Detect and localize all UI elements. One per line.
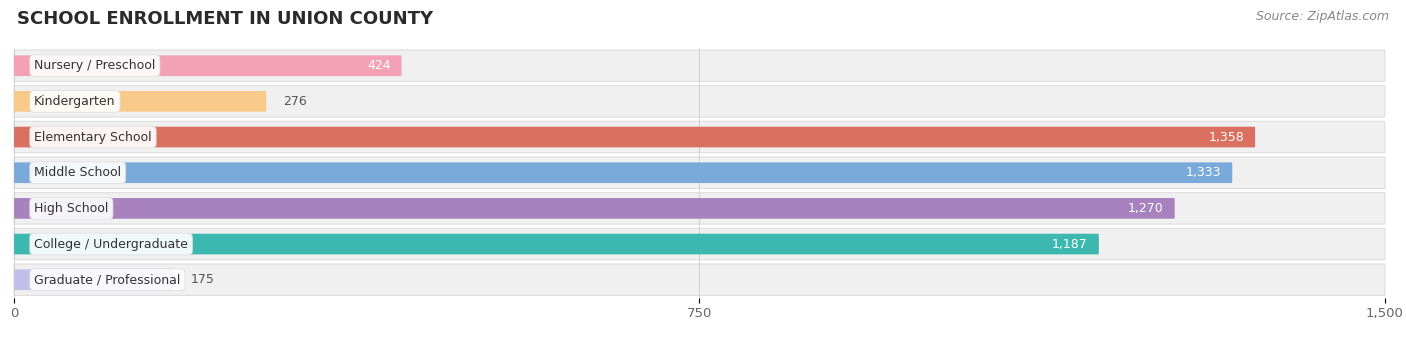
Text: Nursery / Preschool: Nursery / Preschool xyxy=(34,59,156,72)
FancyBboxPatch shape xyxy=(14,157,1385,188)
FancyBboxPatch shape xyxy=(14,127,1256,147)
FancyBboxPatch shape xyxy=(14,55,402,76)
Text: High School: High School xyxy=(34,202,108,215)
FancyBboxPatch shape xyxy=(14,50,1385,81)
Text: Source: ZipAtlas.com: Source: ZipAtlas.com xyxy=(1256,10,1389,23)
Text: 1,187: 1,187 xyxy=(1052,238,1088,251)
Text: Kindergarten: Kindergarten xyxy=(34,95,115,108)
Text: 1,270: 1,270 xyxy=(1128,202,1164,215)
Text: Elementary School: Elementary School xyxy=(34,131,152,144)
Text: 1,358: 1,358 xyxy=(1208,131,1244,144)
FancyBboxPatch shape xyxy=(14,234,1099,254)
FancyBboxPatch shape xyxy=(14,264,1385,295)
FancyBboxPatch shape xyxy=(14,198,1175,219)
Text: Middle School: Middle School xyxy=(34,166,121,179)
Text: Graduate / Professional: Graduate / Professional xyxy=(34,273,180,286)
FancyBboxPatch shape xyxy=(14,86,1385,117)
FancyBboxPatch shape xyxy=(14,269,174,290)
FancyBboxPatch shape xyxy=(14,162,1232,183)
FancyBboxPatch shape xyxy=(14,91,266,112)
Text: 175: 175 xyxy=(190,273,214,286)
Text: 424: 424 xyxy=(367,59,391,72)
FancyBboxPatch shape xyxy=(14,228,1385,260)
Text: College / Undergraduate: College / Undergraduate xyxy=(34,238,188,251)
FancyBboxPatch shape xyxy=(14,121,1385,153)
Text: 1,333: 1,333 xyxy=(1185,166,1222,179)
Text: 276: 276 xyxy=(283,95,307,108)
Text: SCHOOL ENROLLMENT IN UNION COUNTY: SCHOOL ENROLLMENT IN UNION COUNTY xyxy=(17,10,433,28)
FancyBboxPatch shape xyxy=(14,193,1385,224)
